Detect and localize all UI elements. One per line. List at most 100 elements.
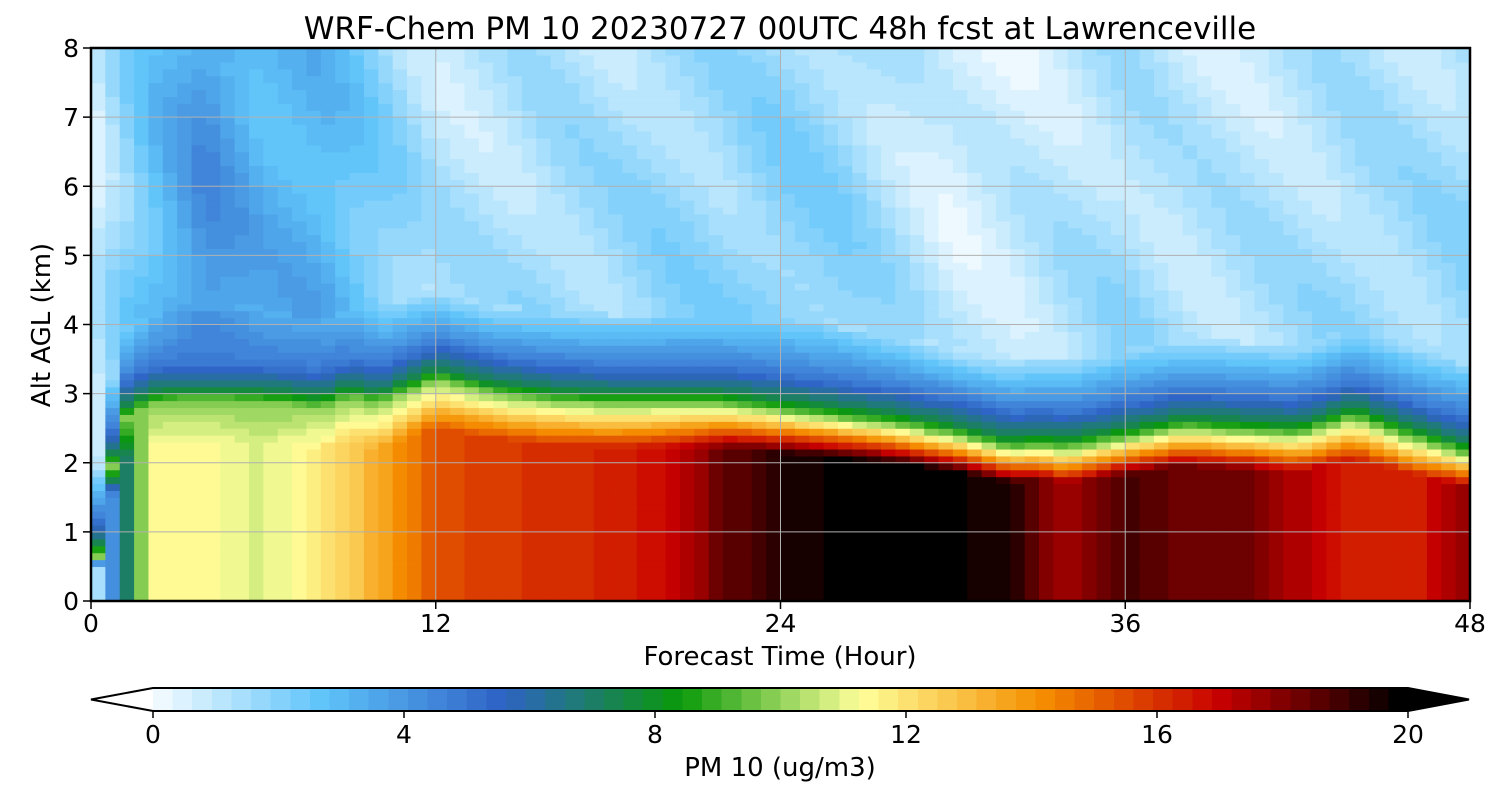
- heatmap-cell: [938, 442, 954, 450]
- heatmap-cell: [521, 365, 537, 374]
- heatmap-cell: [924, 372, 940, 381]
- heatmap-cell: [708, 172, 724, 180]
- heatmap-cell: [550, 206, 566, 215]
- heatmap-cell: [320, 338, 336, 346]
- heatmap-cell: [521, 359, 537, 367]
- heatmap-cell: [407, 462, 422, 471]
- heatmap-cell: [723, 531, 738, 540]
- heatmap-cell: [493, 124, 509, 132]
- heatmap-cell: [119, 276, 135, 284]
- heatmap-cell: [105, 359, 121, 367]
- heatmap-cell: [780, 124, 796, 132]
- heatmap-cell: [636, 573, 652, 581]
- heatmap-cell: [679, 262, 695, 270]
- heatmap-cell: [493, 220, 509, 229]
- heatmap-cell: [924, 75, 940, 84]
- heatmap-cell: [895, 476, 911, 485]
- heatmap-cell: [349, 137, 365, 146]
- heatmap-cell: [967, 421, 983, 429]
- heatmap-cell: [349, 524, 365, 533]
- heatmap-cell: [177, 151, 193, 160]
- heatmap-cell: [363, 594, 379, 601]
- heatmap-cell: [866, 345, 882, 353]
- heatmap-cell: [191, 400, 207, 409]
- heatmap-cell: [593, 110, 609, 118]
- heatmap-cell: [435, 193, 451, 201]
- heatmap-cell: [967, 220, 983, 229]
- heatmap-cell: [751, 61, 767, 70]
- heatmap-cell: [105, 365, 121, 374]
- heatmap-cell: [622, 54, 638, 63]
- heatmap-cell: [450, 124, 466, 132]
- heatmap-cell: [335, 559, 351, 568]
- heatmap-cell: [737, 255, 753, 263]
- heatmap-cell: [478, 296, 494, 305]
- heatmap-cell: [277, 490, 293, 498]
- heatmap-cell: [895, 206, 911, 215]
- heatmap-cell: [593, 379, 609, 388]
- heatmap-cell: [335, 545, 351, 554]
- heatmap-cell: [952, 96, 968, 104]
- heatmap-cell: [622, 117, 638, 125]
- heatmap-cell: [450, 137, 466, 146]
- heatmap-cell: [723, 82, 738, 91]
- heatmap-cell: [823, 110, 839, 118]
- heatmap-cell: [148, 559, 164, 568]
- heatmap-cell: [794, 587, 810, 595]
- heatmap-cell: [507, 379, 523, 388]
- heatmap-cell: [148, 310, 164, 319]
- heatmap-cell: [737, 386, 753, 395]
- heatmap-cell: [866, 165, 882, 174]
- heatmap-cell: [378, 372, 394, 381]
- heatmap-cell: [679, 518, 695, 526]
- heatmap-cell: [694, 338, 710, 346]
- heatmap-cell: [751, 393, 767, 402]
- heatmap-cell: [823, 524, 839, 533]
- heatmap-cell: [837, 61, 853, 70]
- heatmap-cell: [924, 331, 940, 339]
- heatmap-cell: [579, 531, 595, 540]
- heatmap-cell: [881, 428, 897, 436]
- heatmap-cell: [263, 587, 279, 595]
- heatmap-cell: [837, 117, 853, 125]
- heatmap-cell: [464, 448, 480, 457]
- heatmap-cell: [91, 75, 106, 84]
- heatmap-cell: [320, 144, 336, 153]
- heatmap-cell: [909, 82, 925, 91]
- heatmap-cell: [507, 262, 523, 270]
- heatmap-cell: [162, 524, 178, 533]
- heatmap-cell: [881, 393, 897, 402]
- heatmap-cell: [349, 89, 365, 97]
- heatmap-cell: [521, 310, 537, 319]
- heatmap-cell: [565, 573, 580, 581]
- heatmap-cell: [464, 524, 480, 533]
- heatmap-cell: [766, 137, 782, 146]
- heatmap-cell: [349, 407, 365, 415]
- heatmap-cell: [550, 193, 566, 201]
- heatmap-cell: [852, 414, 868, 422]
- heatmap-cell: [363, 545, 379, 554]
- heatmap-cell: [249, 144, 264, 153]
- heatmap-cell: [622, 324, 638, 333]
- heatmap-cell: [924, 483, 940, 491]
- heatmap-cell: [177, 497, 193, 505]
- heatmap-cell: [852, 511, 868, 519]
- heatmap-cell: [636, 75, 652, 84]
- heatmap-cell: [679, 442, 695, 450]
- heatmap-cell: [651, 566, 667, 574]
- heatmap-cell: [378, 151, 394, 160]
- heatmap-cell: [507, 531, 523, 540]
- heatmap-cell: [105, 103, 121, 111]
- heatmap-cell: [622, 68, 638, 77]
- heatmap-cell: [737, 193, 753, 201]
- heatmap-cell: [148, 296, 164, 305]
- heatmap-cell: [967, 68, 983, 77]
- heatmap-cell: [148, 504, 164, 512]
- heatmap-cell: [464, 365, 480, 374]
- heatmap-cell: [234, 524, 250, 533]
- heatmap-cell: [91, 338, 106, 346]
- heatmap-cell: [521, 469, 537, 478]
- heatmap-cell: [794, 124, 810, 132]
- heatmap-cell: [536, 255, 552, 263]
- heatmap-cell: [780, 338, 796, 346]
